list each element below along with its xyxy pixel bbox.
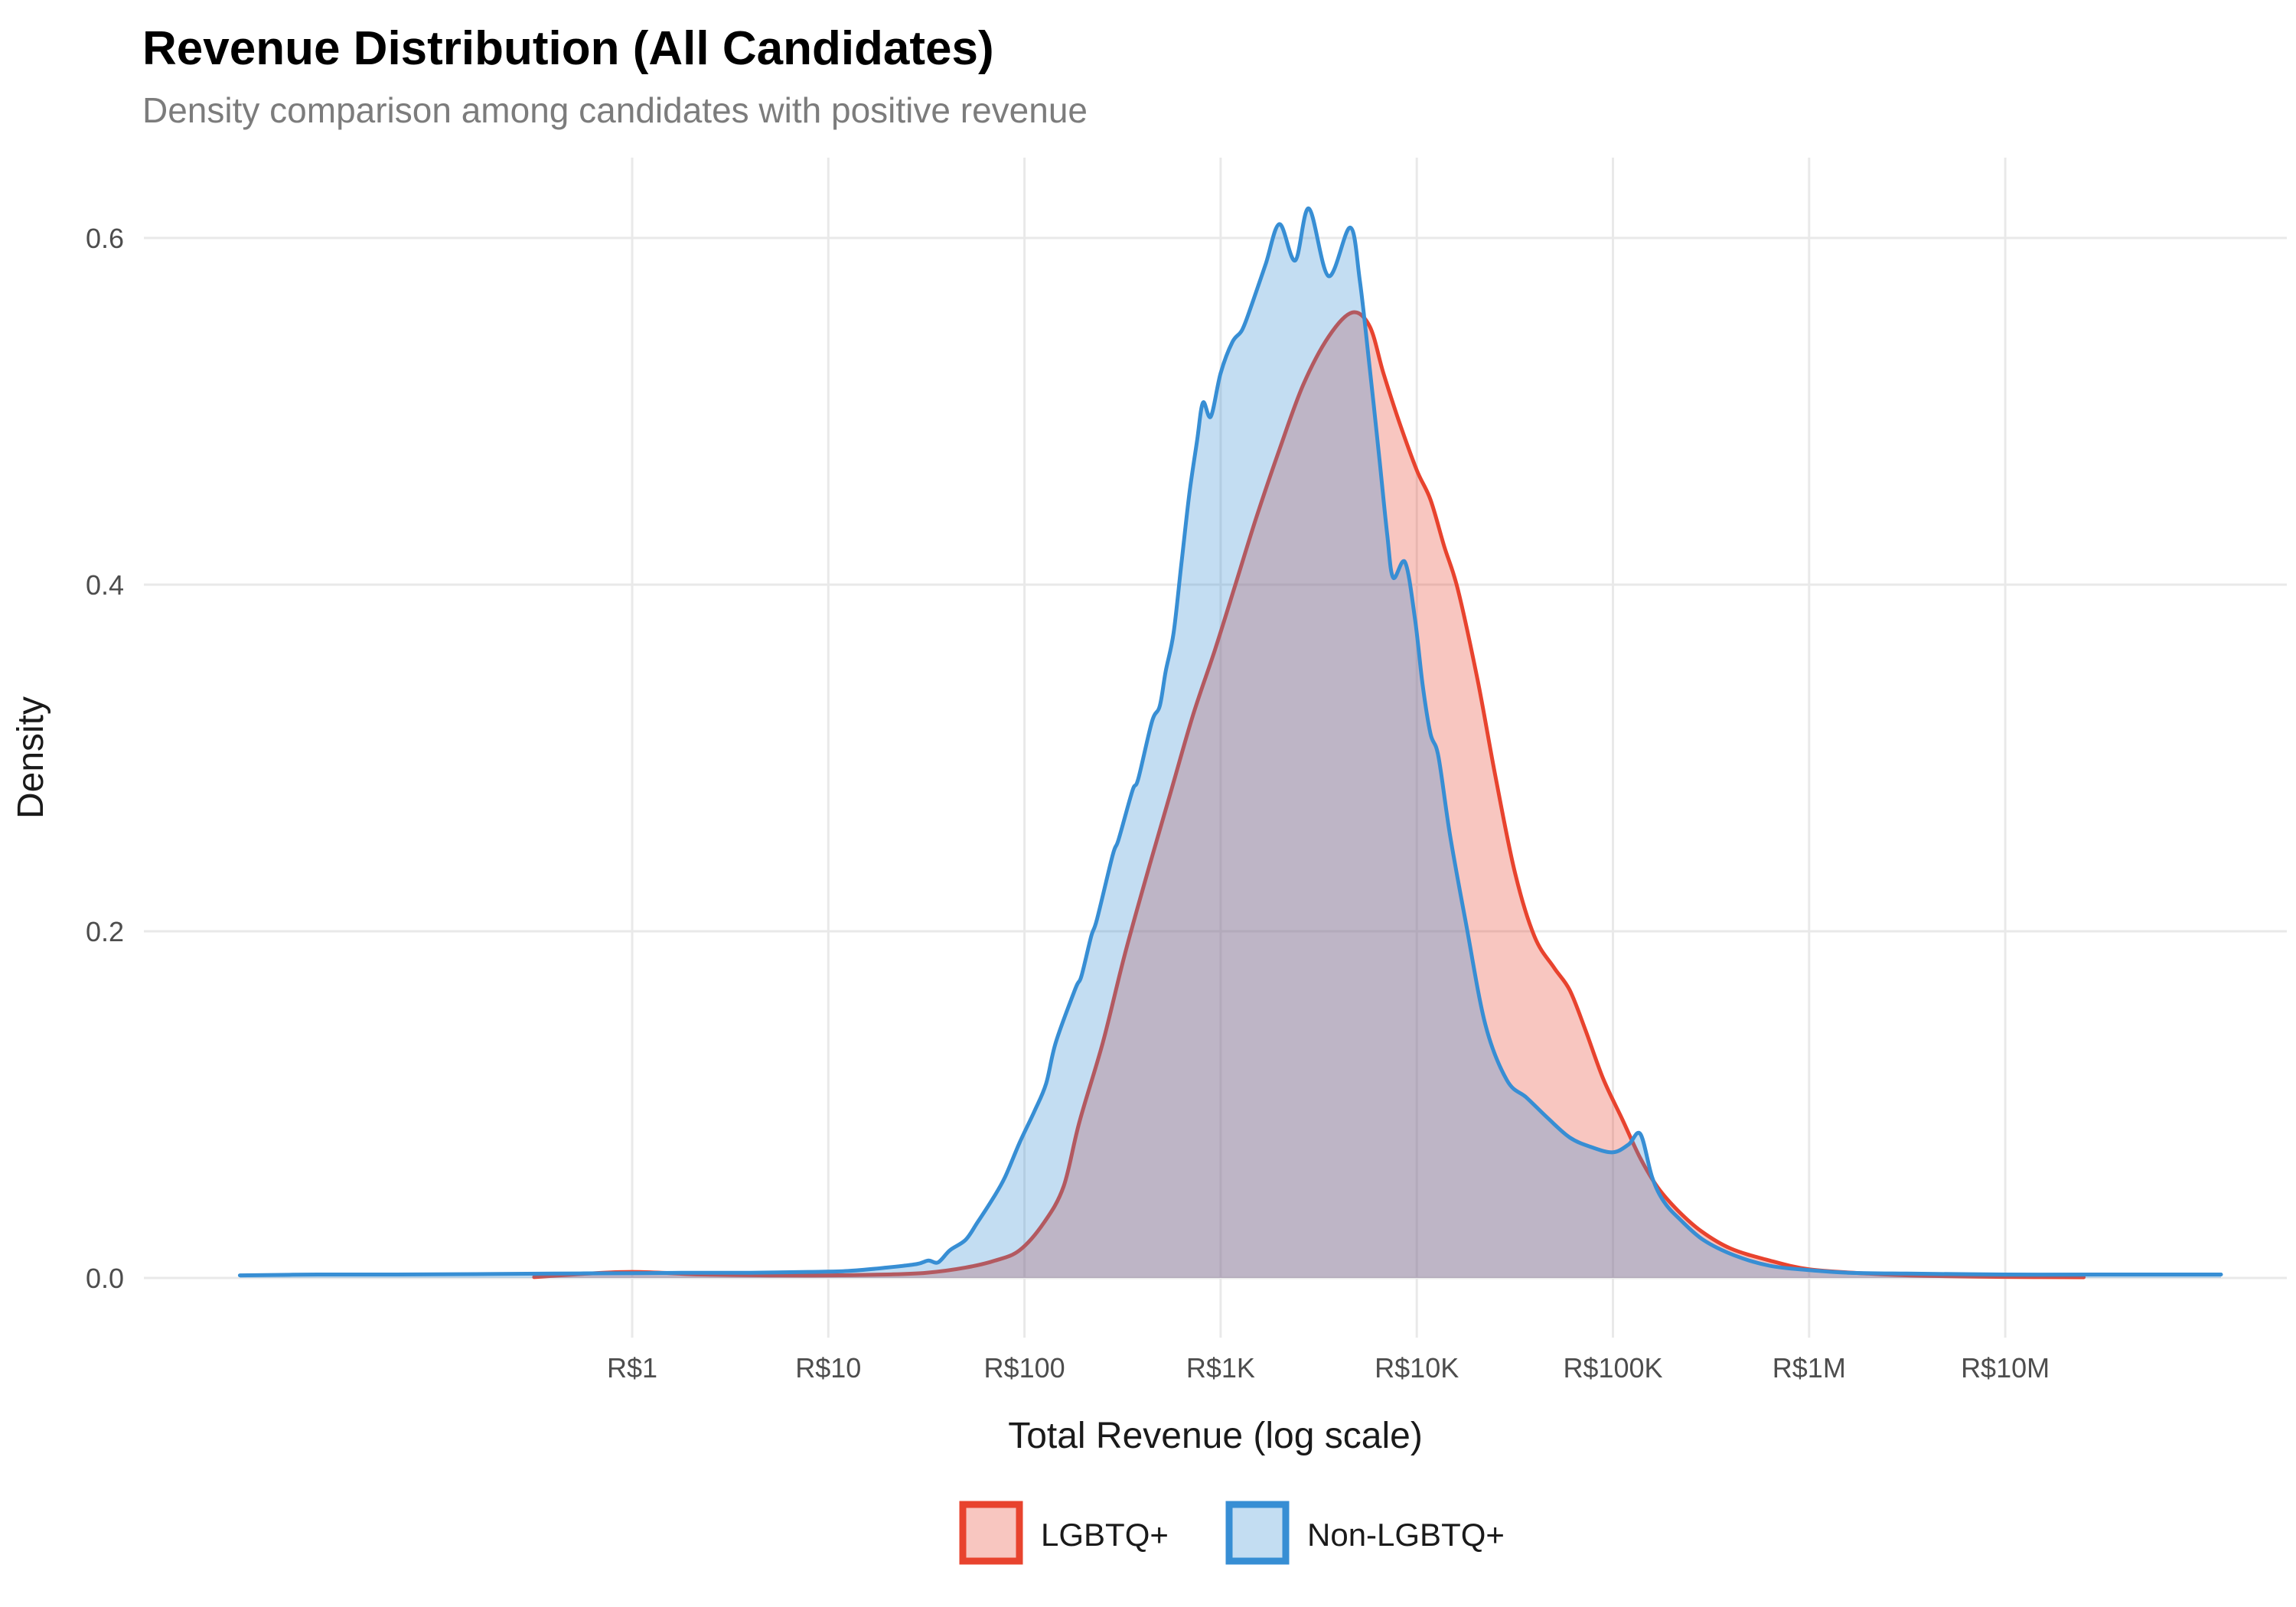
legend-label: Non-LGBTQ+	[1307, 1517, 1505, 1553]
x-tick-label: R$1K	[1186, 1352, 1255, 1384]
legend-label: LGBTQ+	[1041, 1517, 1169, 1553]
y-axis-title: Density	[11, 696, 51, 819]
y-tick-label: 0.4	[86, 569, 124, 601]
x-tick-label: R$10M	[1961, 1352, 2050, 1384]
x-tick-label: R$1M	[1773, 1352, 1846, 1384]
x-tick-label: R$10K	[1375, 1352, 1459, 1384]
x-tick-label: R$10	[795, 1352, 861, 1384]
gridlines	[144, 158, 2287, 1338]
legend-swatch-non-lgbtq	[1225, 1501, 1290, 1565]
density-area-non-lgbtq	[240, 208, 2222, 1279]
x-tick-label: R$1	[607, 1352, 657, 1384]
legend-swatch-lgbtq	[959, 1501, 1023, 1565]
x-tick-label: R$100	[984, 1352, 1065, 1384]
x-axis-title: Total Revenue (log scale)	[1008, 1416, 1423, 1456]
density-area-lgbtq	[533, 311, 2084, 1278]
density-series-layer	[237, 206, 2223, 1279]
density-line-non-lgbtq	[237, 206, 2223, 1278]
legend: LGBTQ+ Non-LGBTQ+	[959, 1501, 1505, 1565]
chart-subtitle: Density comparison among candidates with…	[142, 90, 1088, 130]
x-tick-label: R$100K	[1563, 1352, 1662, 1384]
x-axis-tick-labels: R$1 R$10 R$100 R$1K R$10K R$100K R$1M R$10M	[607, 1352, 2050, 1384]
page-title: Revenue Distribution (All Candidates)	[142, 22, 994, 75]
y-tick-label: 0.2	[86, 916, 124, 947]
y-tick-label: 0.6	[86, 223, 124, 254]
y-axis-tick-labels: 0.0 0.2 0.4 0.6	[86, 223, 124, 1294]
y-tick-label: 0.0	[86, 1263, 124, 1294]
